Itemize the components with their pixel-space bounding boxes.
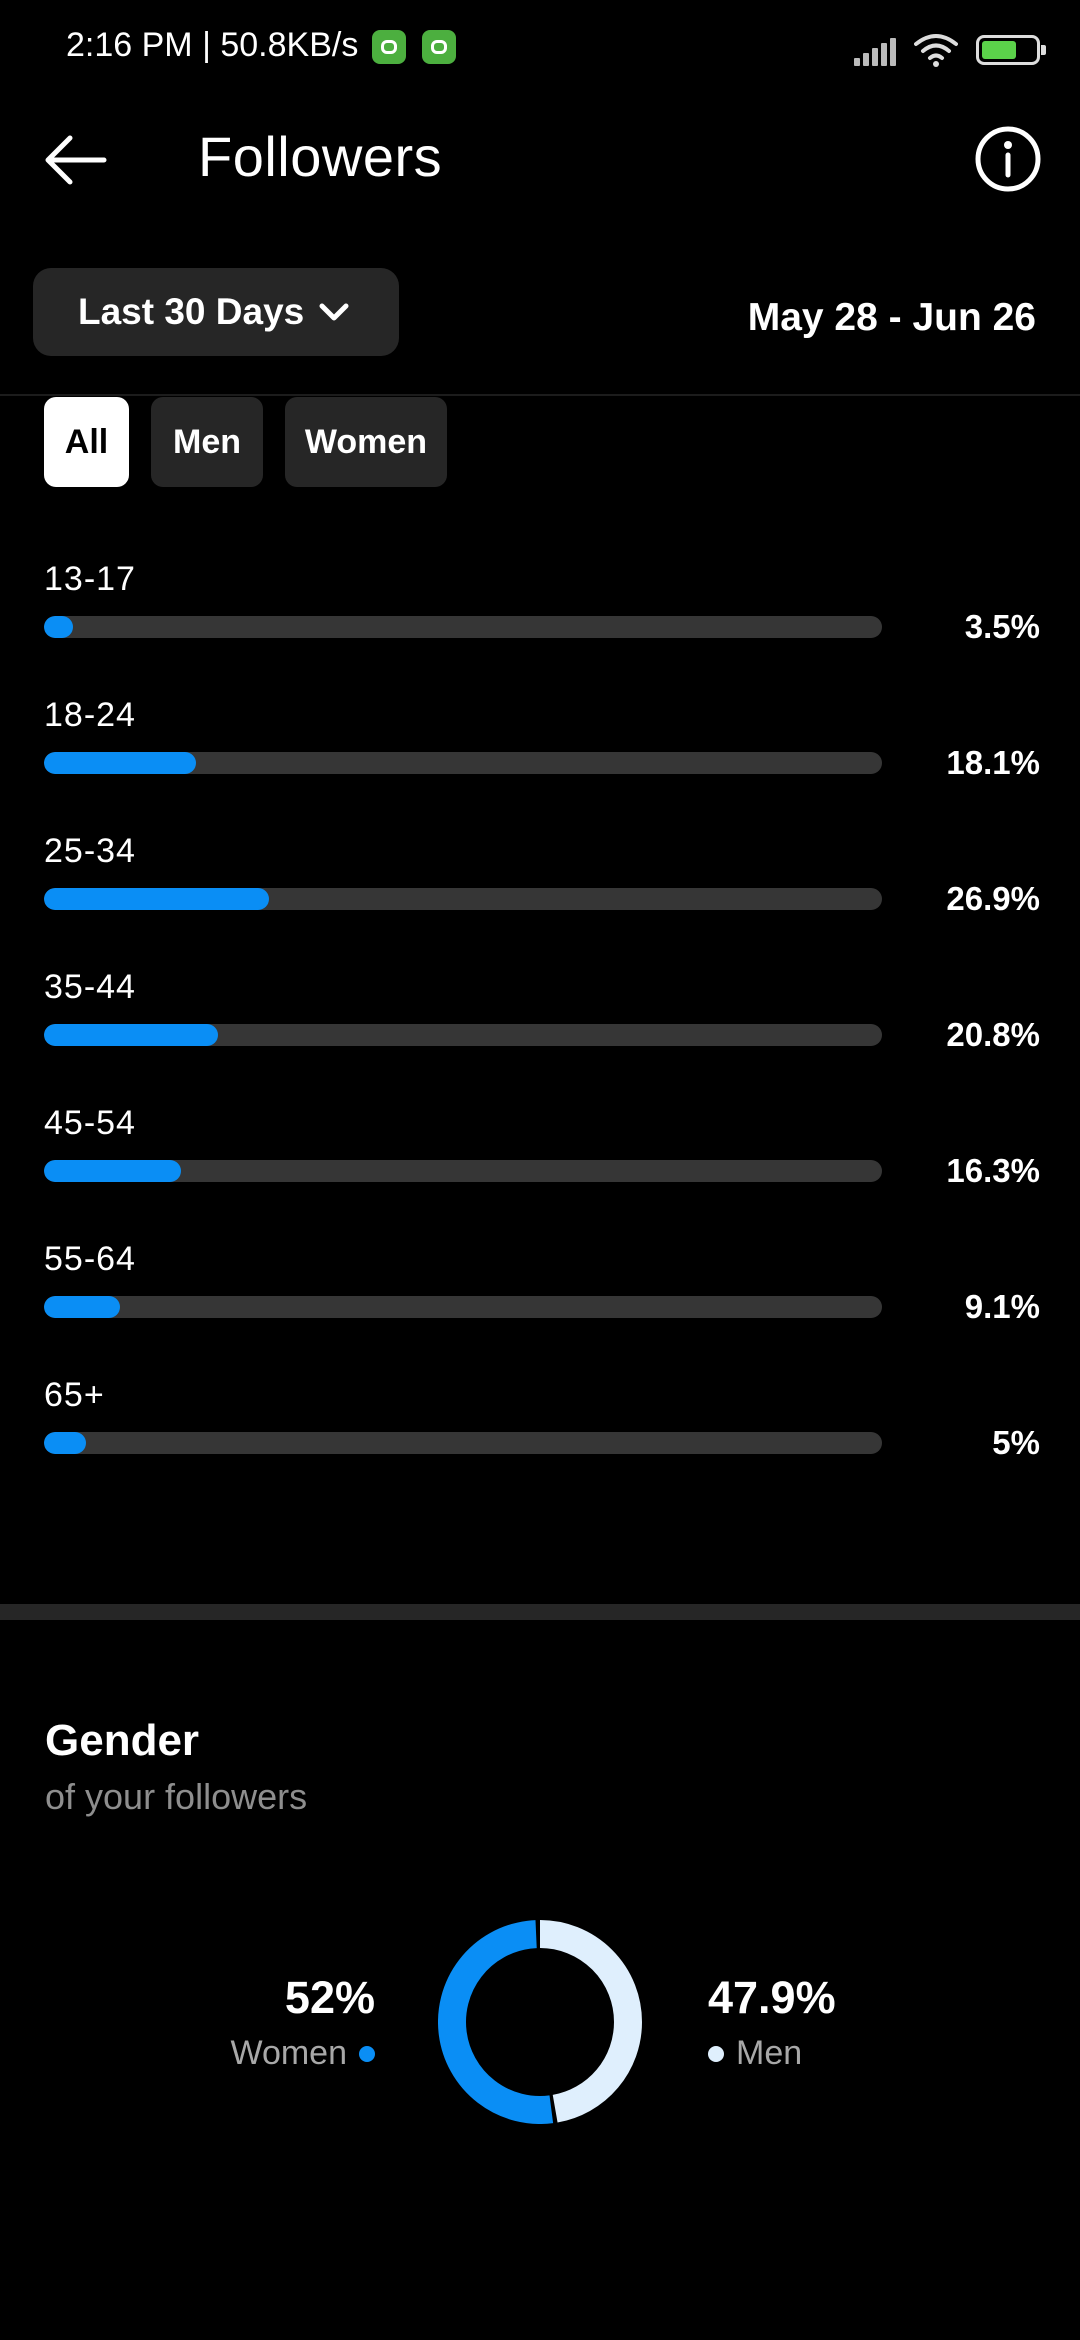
age-percent: 18.1% <box>946 744 1040 781</box>
donut-segment-men <box>438 1920 642 2124</box>
age-percent: 9.1% <box>964 1288 1040 1325</box>
arrow-left-icon <box>45 135 107 185</box>
age-bar-track <box>44 1432 882 1454</box>
gender-subtitle: of your followers <box>45 1776 308 1817</box>
age-bar-track <box>44 1296 882 1318</box>
battery-icon <box>976 35 1046 65</box>
age-label: 55-64 <box>44 1240 136 1278</box>
men-label: Men <box>736 2034 803 2072</box>
status-bar: 2:16 PM | 50.8KB/s <box>0 0 1080 100</box>
age-bar-fill <box>44 888 270 910</box>
age-percent: 20.8% <box>946 1016 1040 1053</box>
age-bar-track <box>44 1024 882 1046</box>
age-percent: 26.9% <box>946 880 1040 917</box>
age-bar-fill <box>44 1432 86 1454</box>
age-row: 13-17 3.5% <box>44 560 1040 670</box>
chevron-down-icon <box>319 303 349 321</box>
filter-chip-women[interactable]: Women <box>285 397 447 487</box>
age-label: 13-17 <box>44 560 136 598</box>
age-label: 25-34 <box>44 832 136 870</box>
women-label: Women <box>230 2034 347 2072</box>
women-percent: 52% <box>284 1972 375 2023</box>
date-range-dropdown[interactable]: Last 30 Days <box>33 268 399 356</box>
women-legend: Women <box>230 2034 375 2073</box>
status-time: 2:16 PM | 50.8KB/s <box>66 26 359 64</box>
app-notification-icon <box>422 30 456 64</box>
filter-chip-men[interactable]: Men <box>151 397 263 487</box>
age-bar-fill <box>44 1024 219 1046</box>
info-icon <box>975 126 1041 192</box>
age-bar-track <box>44 752 882 774</box>
age-bar-fill <box>44 1296 121 1318</box>
age-bar-fill <box>44 752 196 774</box>
gender-men-stat: 47.9% Men <box>708 1972 836 2073</box>
back-button[interactable] <box>40 130 110 190</box>
men-percent: 47.9% <box>708 1972 836 2023</box>
age-label: 45-54 <box>44 1104 136 1142</box>
info-button[interactable] <box>974 125 1042 193</box>
age-row: 65+ 5% <box>44 1376 1040 1486</box>
cell-signal-icon <box>854 34 896 66</box>
age-row: 25-34 26.9% <box>44 832 1040 942</box>
age-bar-track <box>44 1160 882 1182</box>
range-label: Last 30 Days <box>78 291 305 332</box>
gender-title: Gender <box>45 1716 200 1765</box>
app-notification-icon <box>372 30 406 64</box>
age-row: 18-24 18.1% <box>44 696 1040 806</box>
age-bar-fill <box>44 616 74 638</box>
app-header: Followers <box>0 110 1080 210</box>
age-bar-track <box>44 888 882 910</box>
divider <box>0 394 1080 396</box>
women-legend-dot <box>359 2045 375 2062</box>
age-percent: 16.3% <box>946 1152 1040 1189</box>
wifi-icon <box>914 34 958 67</box>
age-percent: 5% <box>992 1424 1040 1461</box>
age-label: 18-24 <box>44 696 136 734</box>
age-bar-track <box>44 616 882 638</box>
page-title: Followers <box>198 125 443 188</box>
age-row: 55-64 9.1% <box>44 1240 1040 1350</box>
section-divider <box>0 1604 1080 1620</box>
age-bar-fill <box>44 1160 181 1182</box>
age-label: 65+ <box>44 1376 105 1414</box>
men-legend: Men <box>708 2034 836 2073</box>
age-label: 35-44 <box>44 968 136 1006</box>
men-legend-dot <box>708 2045 724 2062</box>
gender-donut-chart <box>438 1920 642 2124</box>
date-range-text: May 28 - Jun 26 <box>747 296 1036 339</box>
gender-women-stat: 52% Women <box>230 1972 375 2073</box>
age-percent: 3.5% <box>964 608 1040 645</box>
age-row: 35-44 20.8% <box>44 968 1040 1078</box>
filter-chip-all[interactable]: All <box>44 397 129 487</box>
status-indicators <box>854 30 1046 70</box>
age-row: 45-54 16.3% <box>44 1104 1040 1214</box>
